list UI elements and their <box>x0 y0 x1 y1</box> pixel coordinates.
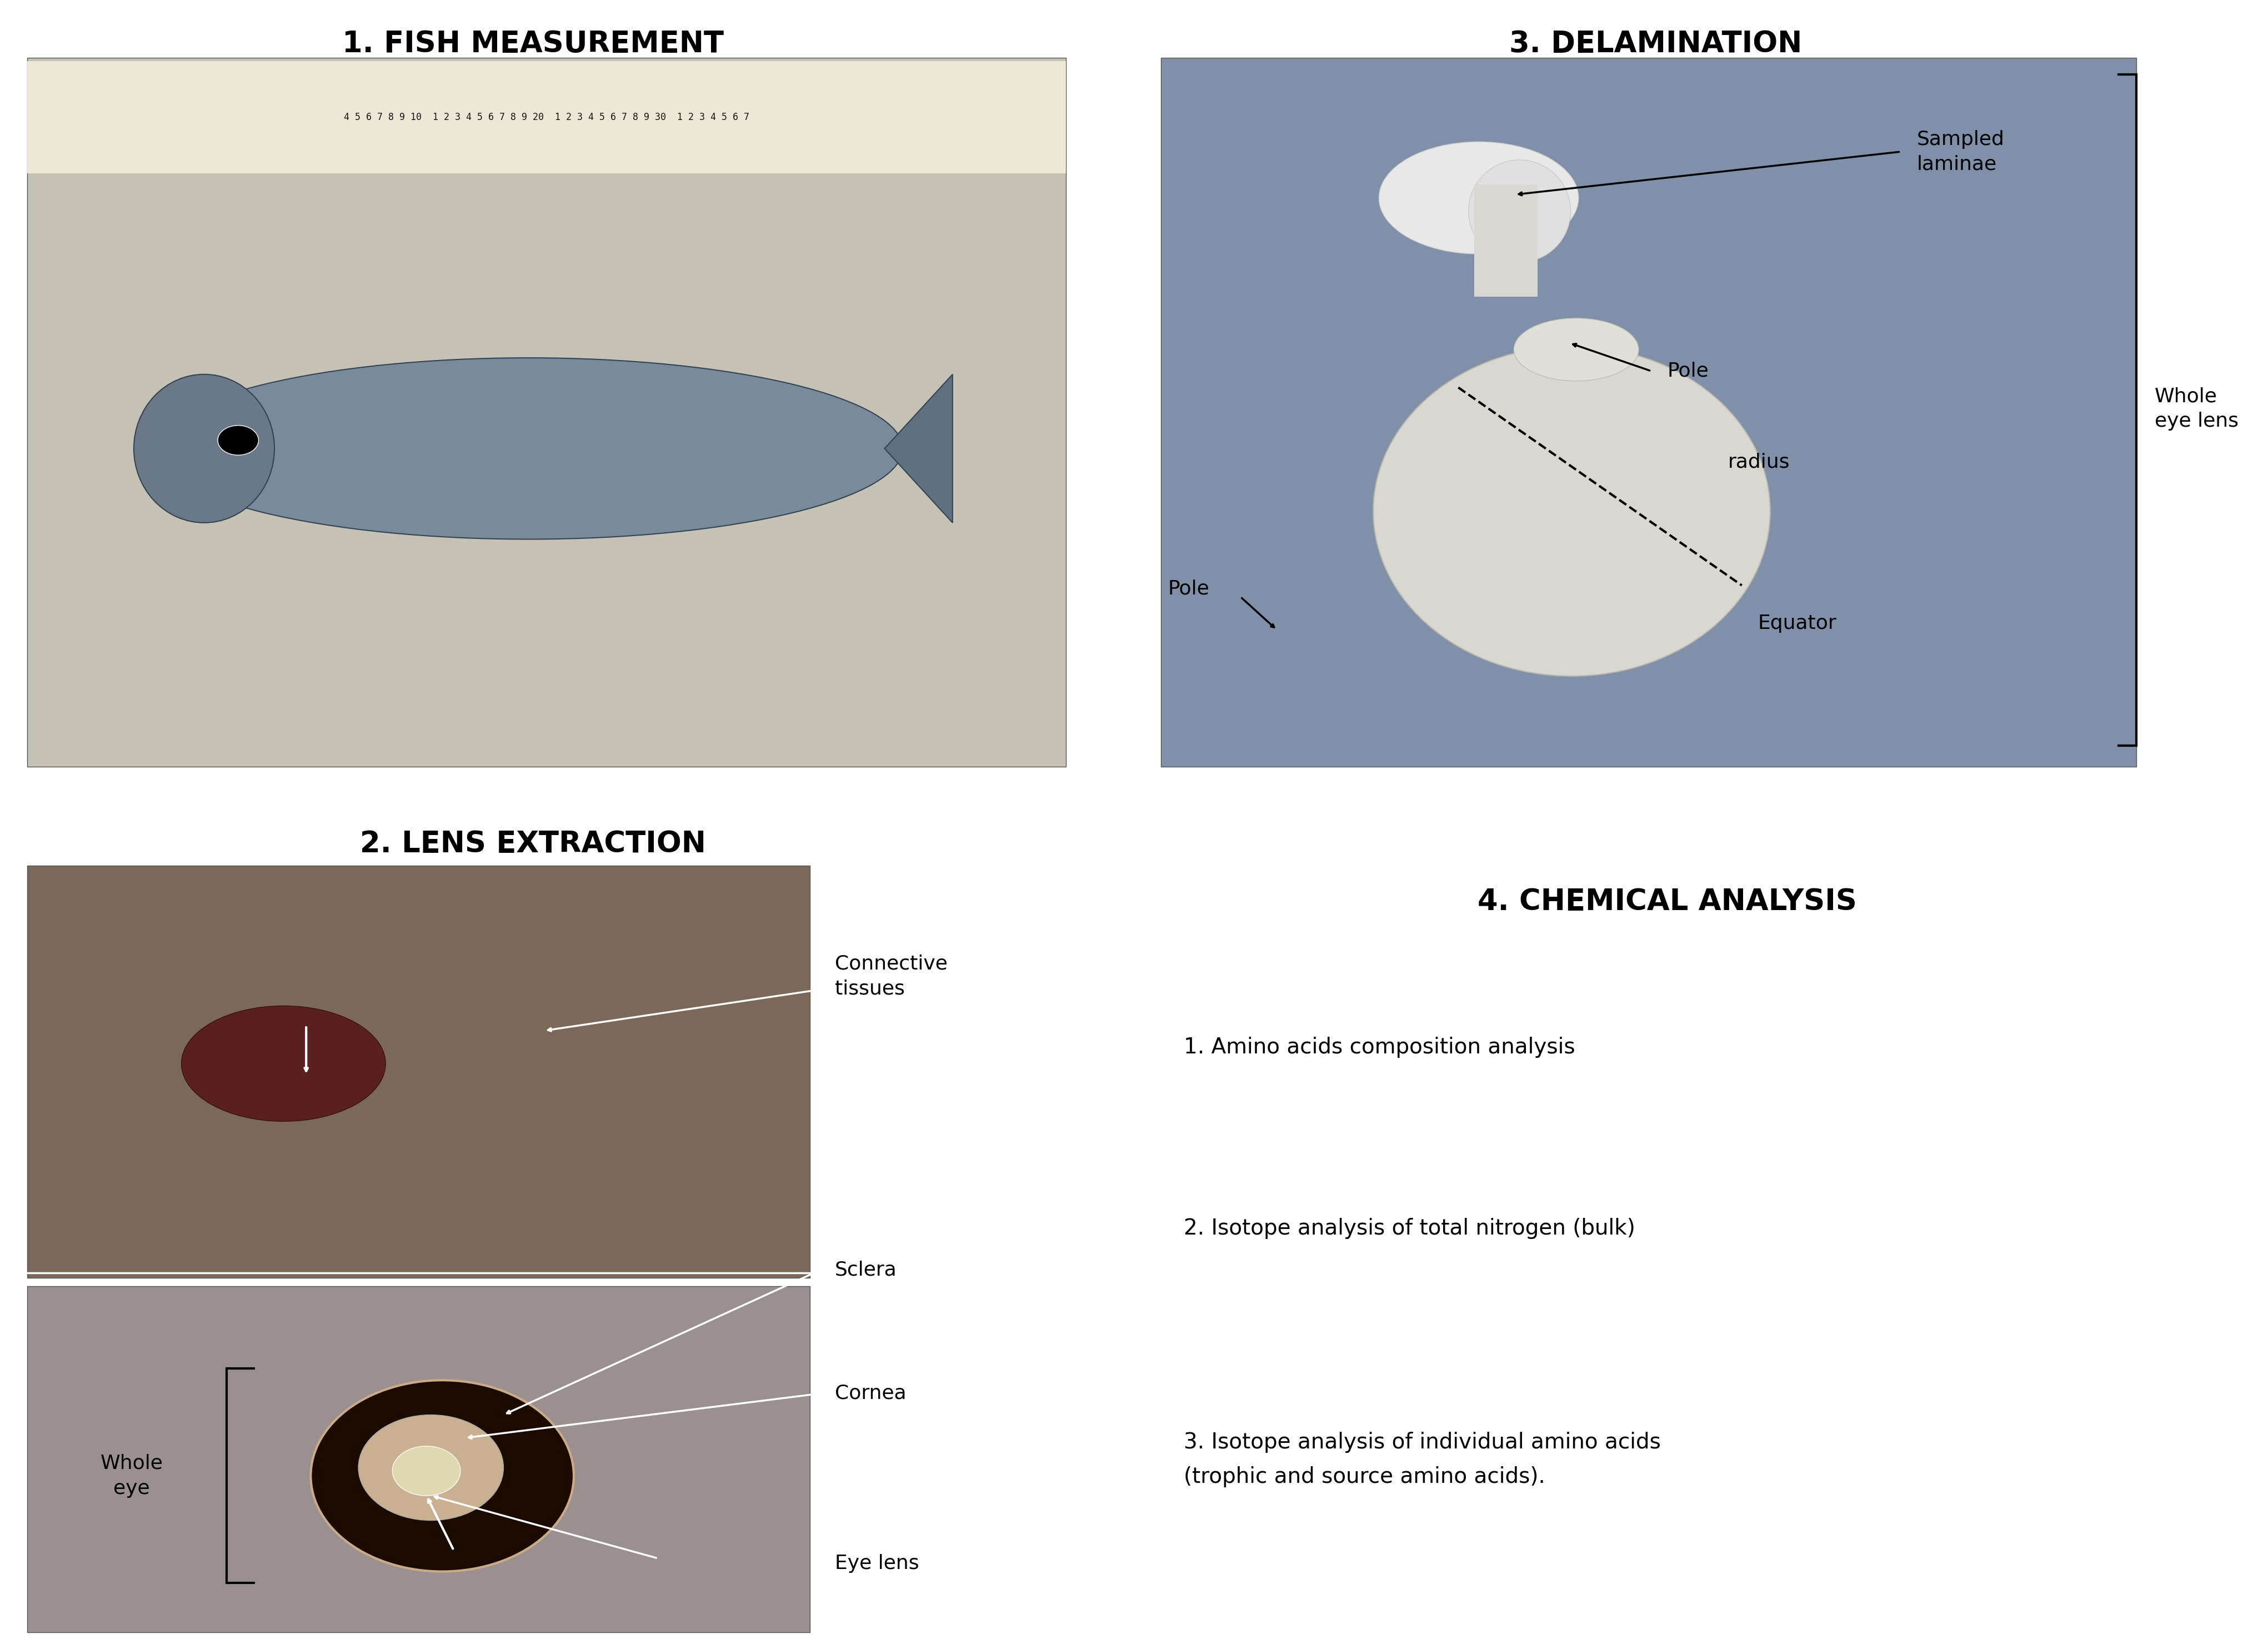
Ellipse shape <box>134 374 274 523</box>
Circle shape <box>218 425 259 455</box>
Circle shape <box>311 1380 574 1571</box>
Ellipse shape <box>1374 346 1769 676</box>
Text: radius: radius <box>1728 452 1789 472</box>
Ellipse shape <box>154 358 903 539</box>
Text: 1. FISH MEASUREMENT: 1. FISH MEASUREMENT <box>342 30 723 59</box>
Text: Pole: Pole <box>1667 361 1708 381</box>
Text: 2. Isotope analysis of total nitrogen (bulk): 2. Isotope analysis of total nitrogen (b… <box>1184 1219 1635 1238</box>
FancyBboxPatch shape <box>27 61 1066 173</box>
Text: 1. Amino acids composition analysis: 1. Amino acids composition analysis <box>1184 1037 1576 1057</box>
Text: 3. Isotope analysis of individual amino acids
(trophic and source amino acids).: 3. Isotope analysis of individual amino … <box>1184 1431 1660 1487</box>
Text: 3. DELAMINATION: 3. DELAMINATION <box>1508 30 1803 59</box>
FancyBboxPatch shape <box>27 1286 810 1633</box>
FancyBboxPatch shape <box>1161 58 2136 767</box>
Text: Connective
tissues: Connective tissues <box>835 955 948 998</box>
FancyBboxPatch shape <box>27 866 810 1278</box>
Text: Whole
eye: Whole eye <box>100 1454 163 1497</box>
Text: Equator: Equator <box>1758 613 1837 633</box>
Ellipse shape <box>1470 160 1569 262</box>
Text: Pole: Pole <box>1168 579 1209 599</box>
Ellipse shape <box>1515 318 1637 381</box>
Text: Sclera: Sclera <box>835 1260 896 1280</box>
Text: Whole
eye lens: Whole eye lens <box>2155 388 2239 430</box>
Text: Cornea: Cornea <box>835 1384 907 1403</box>
Ellipse shape <box>181 1006 386 1121</box>
Text: Eye lens: Eye lens <box>835 1553 919 1573</box>
Text: 2. LENS EXTRACTION: 2. LENS EXTRACTION <box>361 829 705 859</box>
FancyBboxPatch shape <box>27 58 1066 767</box>
Ellipse shape <box>1379 142 1579 254</box>
Text: 4 5 6 7 8 9 10  1 2 3 4 5 6 7 8 9 20  1 2 3 4 5 6 7 8 9 30  1 2 3 4 5 6 7: 4 5 6 7 8 9 10 1 2 3 4 5 6 7 8 9 20 1 2 … <box>345 112 748 122</box>
Text: Sampled
laminae: Sampled laminae <box>1916 130 2005 173</box>
Polygon shape <box>885 374 953 523</box>
Circle shape <box>358 1415 503 1520</box>
FancyBboxPatch shape <box>1474 185 1538 297</box>
Circle shape <box>392 1446 460 1496</box>
Text: 4. CHEMICAL ANALYSIS: 4. CHEMICAL ANALYSIS <box>1476 887 1857 917</box>
